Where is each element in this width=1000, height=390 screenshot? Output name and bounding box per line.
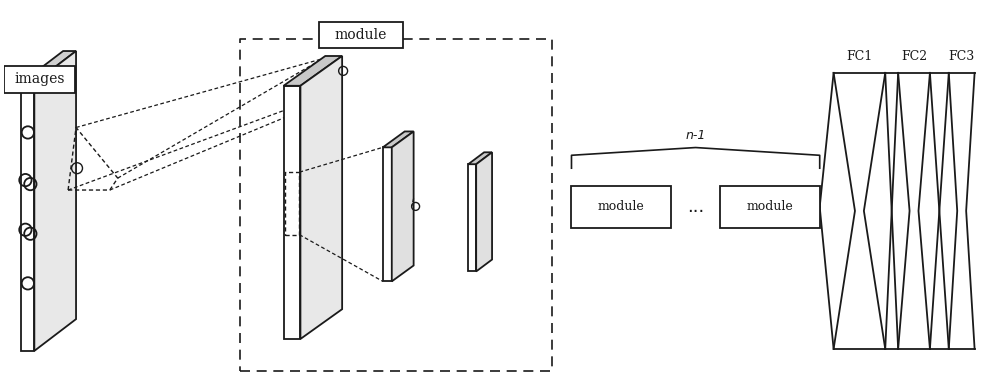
Polygon shape bbox=[468, 152, 492, 164]
Polygon shape bbox=[383, 131, 414, 147]
FancyBboxPatch shape bbox=[571, 186, 671, 228]
Text: module: module bbox=[598, 200, 645, 213]
FancyBboxPatch shape bbox=[720, 186, 820, 228]
Polygon shape bbox=[300, 56, 342, 339]
FancyBboxPatch shape bbox=[4, 66, 75, 93]
Polygon shape bbox=[392, 131, 414, 281]
Polygon shape bbox=[284, 86, 300, 339]
Polygon shape bbox=[476, 152, 492, 271]
Polygon shape bbox=[383, 147, 392, 281]
Polygon shape bbox=[468, 164, 476, 271]
FancyBboxPatch shape bbox=[319, 22, 403, 48]
Polygon shape bbox=[21, 83, 34, 351]
Polygon shape bbox=[284, 56, 342, 86]
Polygon shape bbox=[21, 51, 76, 83]
Text: n-1: n-1 bbox=[685, 129, 706, 142]
Text: FC2: FC2 bbox=[901, 50, 927, 63]
Text: FC1: FC1 bbox=[846, 50, 873, 63]
Text: module: module bbox=[335, 28, 387, 42]
Text: FC3: FC3 bbox=[949, 50, 975, 63]
Text: ...: ... bbox=[687, 198, 704, 216]
Text: images: images bbox=[14, 72, 65, 86]
Polygon shape bbox=[34, 51, 76, 351]
Text: module: module bbox=[747, 200, 793, 213]
